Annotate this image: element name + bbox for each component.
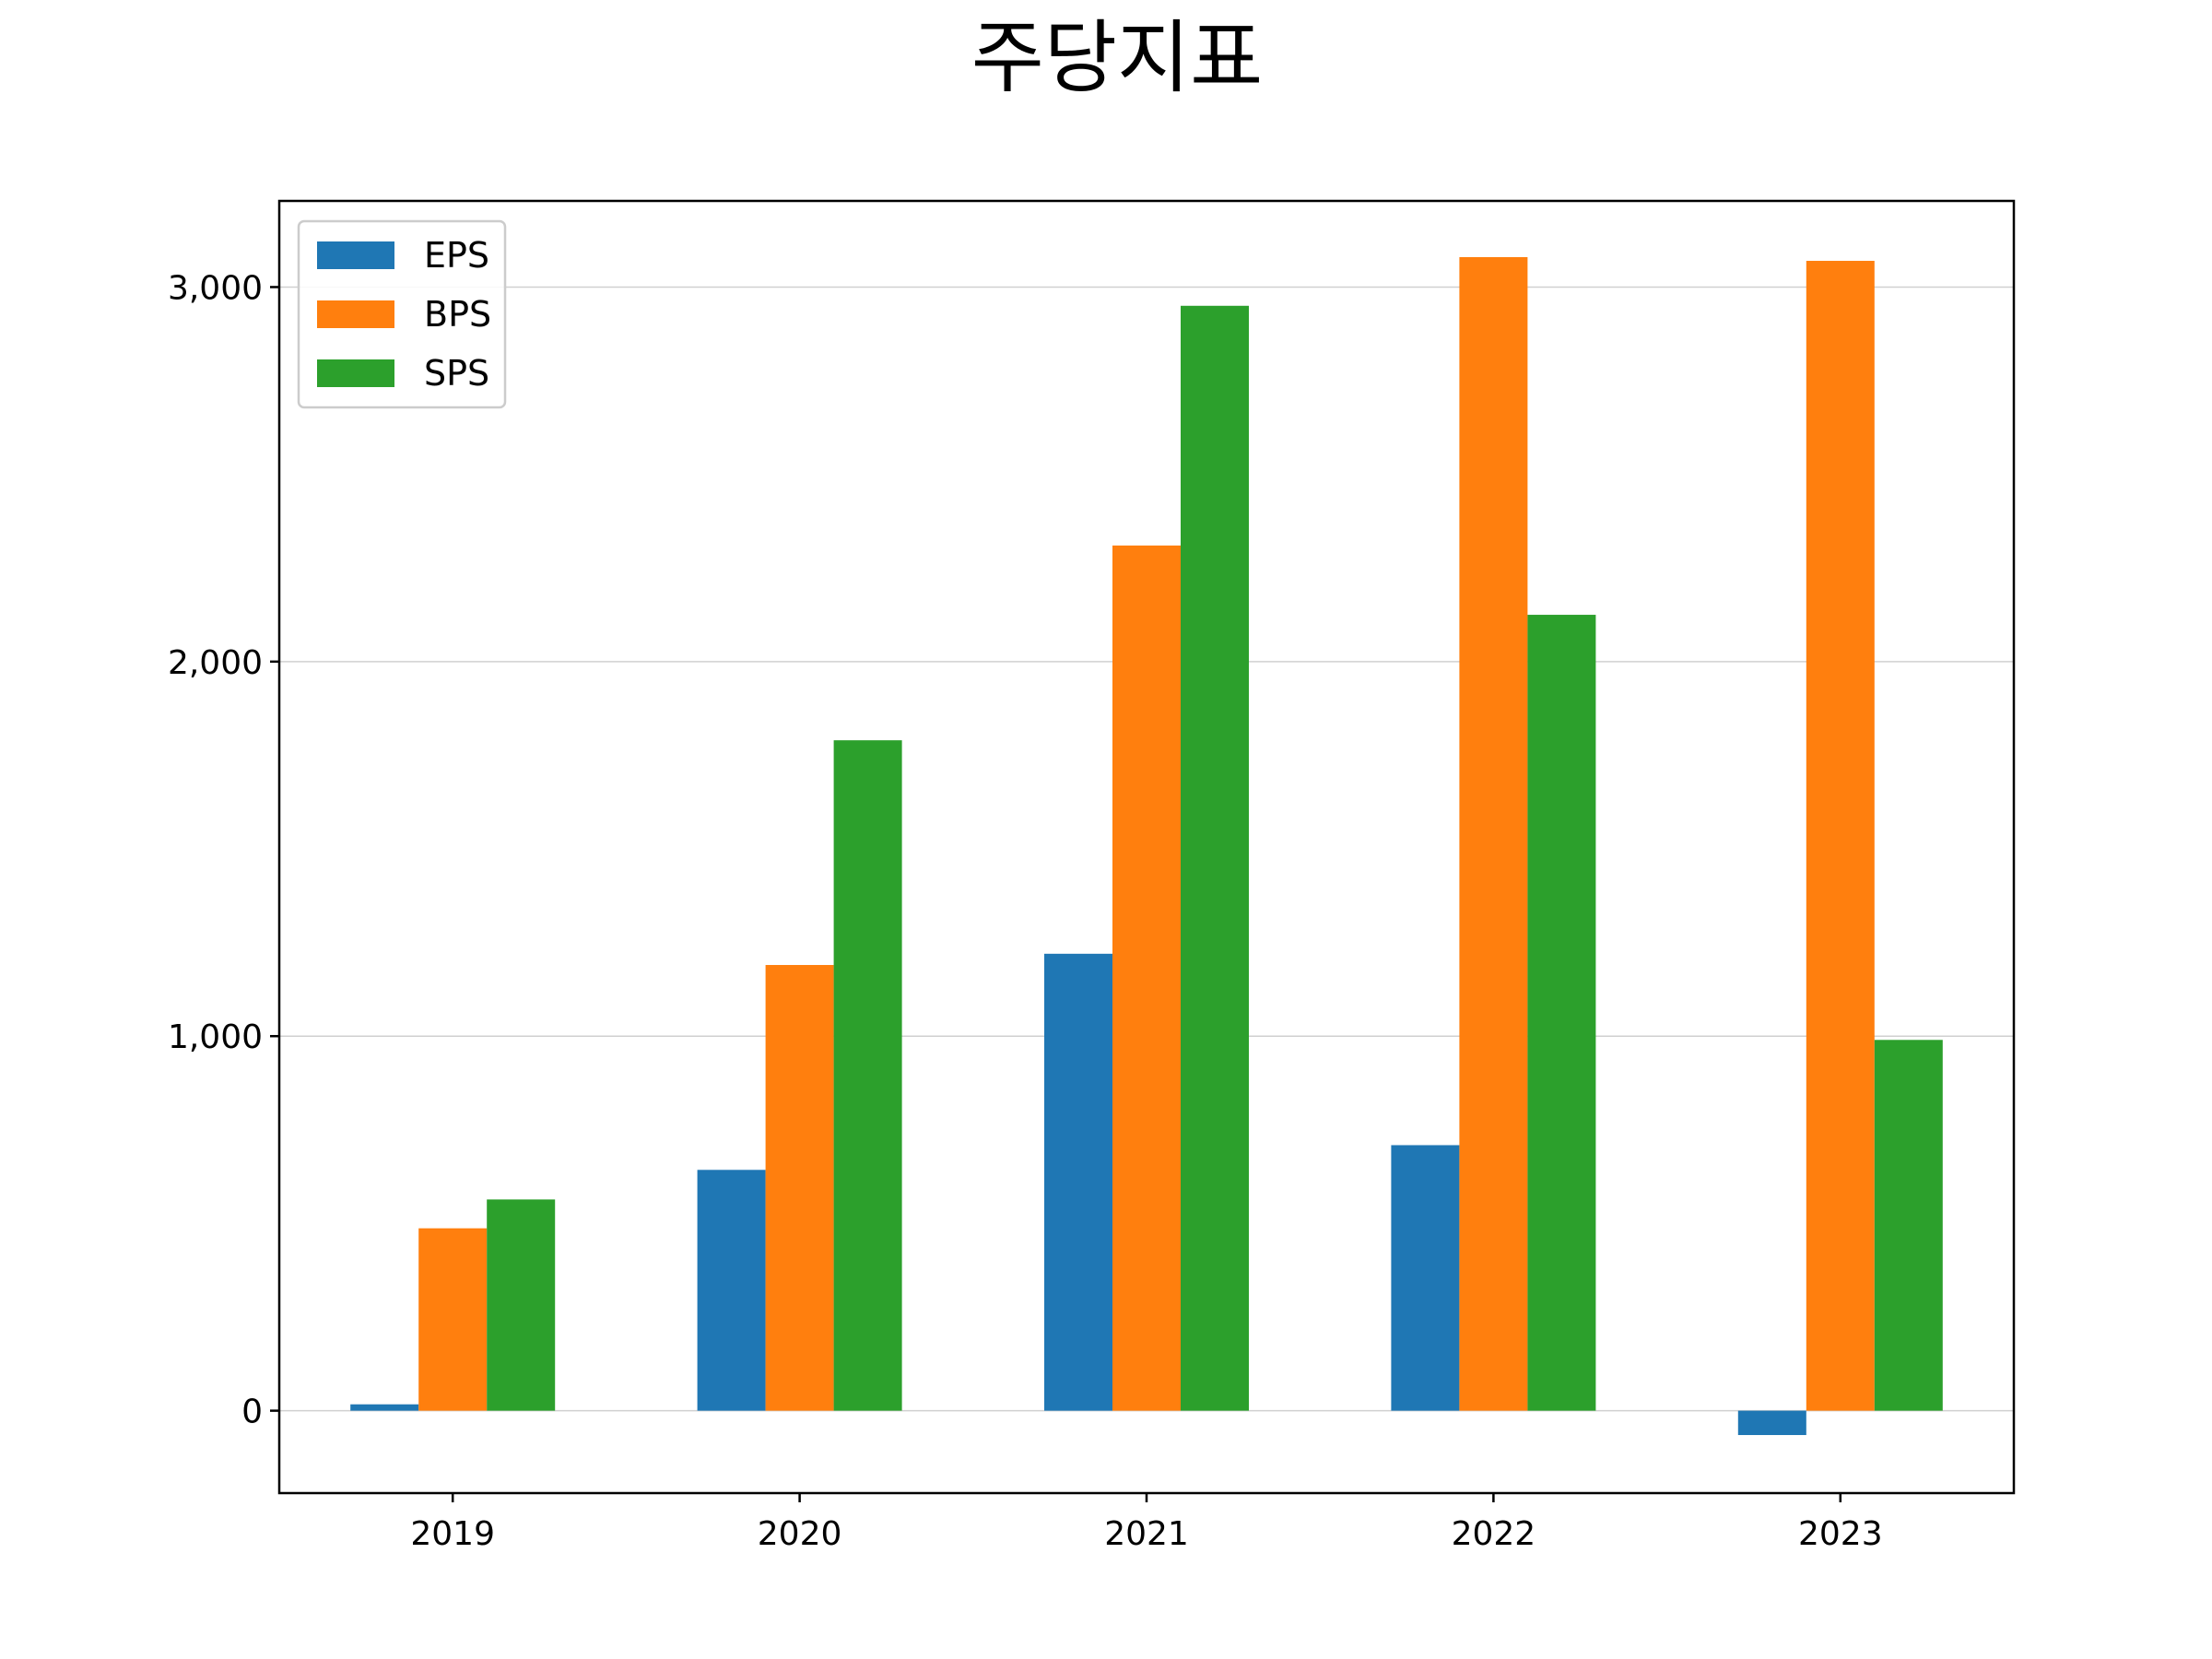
bar-sps-2022: [1527, 615, 1596, 1411]
x-tick-label: 2021: [1104, 1515, 1189, 1553]
bar-eps-2023: [1737, 1410, 1806, 1436]
bar-bps-2022: [1459, 256, 1528, 1411]
y-tick-label: 2,000: [168, 644, 263, 682]
bar-bps-2023: [1806, 261, 1875, 1411]
legend-swatch-eps: [317, 241, 394, 269]
x-tick-label: 2019: [410, 1515, 495, 1553]
bar-bps-2019: [418, 1228, 488, 1411]
y-axis-ticks: 0 1,000 2,000 3,000: [168, 269, 279, 1431]
chart-title: 주당지표: [971, 12, 1263, 104]
bar-eps-2020: [697, 1170, 766, 1411]
bar-sps-2023: [1874, 1040, 1943, 1411]
x-tick-label: 2022: [1452, 1515, 1536, 1553]
x-axis-ticks: 2019 2020 2021 2022 2023: [410, 1493, 1883, 1553]
bar-sps-2019: [487, 1199, 556, 1411]
bar-sps-2021: [1181, 305, 1249, 1411]
legend-label-bps: BPS: [424, 294, 491, 335]
legend-swatch-bps: [317, 300, 394, 328]
bar-bps-2021: [1112, 545, 1181, 1411]
y-tick-label: 0: [241, 1394, 263, 1431]
bars: [350, 256, 1943, 1436]
bar-bps-2020: [765, 965, 834, 1411]
legend-swatch-sps: [317, 359, 394, 387]
y-tick-label: 1,000: [168, 1018, 263, 1056]
bar-eps-2021: [1044, 953, 1112, 1411]
legend-label-eps: EPS: [424, 235, 489, 276]
y-tick-label: 3,000: [168, 269, 263, 307]
bar-eps-2022: [1391, 1145, 1460, 1411]
x-tick-label: 2023: [1798, 1515, 1883, 1553]
x-tick-label: 2020: [758, 1515, 842, 1553]
legend: EPS BPS SPS: [297, 219, 507, 409]
legend-label-sps: SPS: [424, 353, 489, 394]
bar-eps-2019: [350, 1404, 419, 1411]
bar-sps-2020: [833, 740, 902, 1411]
